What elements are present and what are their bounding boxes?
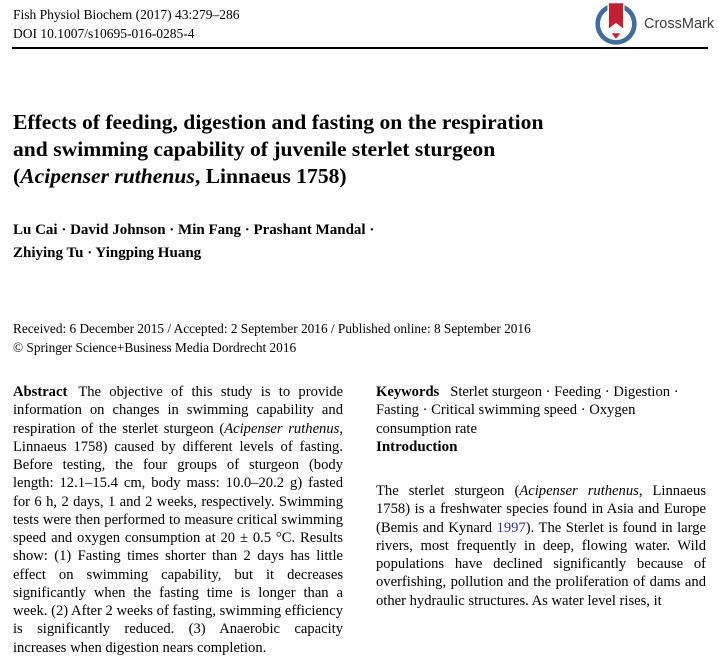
keywords-text: Sterlet sturgeon · Feeding · Digestion ·…: [376, 384, 679, 437]
left-column: Abstract The objective of this study is t…: [13, 383, 343, 657]
keywords-heading: Keywords: [376, 384, 440, 400]
introduction-text: The sterlet sturgeon (Acipenser ruthenus…: [376, 483, 706, 609]
copyright-line: © Springer Science+Business Media Dordre…: [13, 339, 297, 355]
page-header: Fish Physiol Biochem (2017) 43:279–286 D…: [13, 5, 240, 43]
crossmark-logo-icon: [594, 2, 638, 46]
citation-link[interactable]: 1997: [496, 519, 526, 536]
publication-meta: Received: 6 December 2015 / Accepted: 2 …: [13, 320, 531, 357]
author-list: Lu Cai · David Johnson · Min Fang · Pras…: [13, 222, 375, 261]
abstract-heading: Abstract: [13, 384, 68, 400]
received-line: Received: 6 December 2015 / Accepted: 2 …: [13, 321, 531, 336]
right-column: Keywords Sterlet sturgeon · Feeding · Dig…: [376, 383, 706, 657]
abstract-paragraph: Abstract The objective of this study is t…: [13, 383, 343, 657]
doi-line: DOI 10.1007/s10695-016-0285-4: [13, 26, 195, 41]
crossmark-label: CrossMark: [644, 16, 715, 32]
abstract-text: The objective of this study is to provid…: [13, 384, 343, 656]
journal-line: Fish Physiol Biochem (2017) 43:279–286: [13, 7, 240, 22]
paper-title: Effects of feeding, digestion and fastin…: [13, 110, 544, 188]
header-divider: [12, 47, 708, 49]
keywords-paragraph: Keywords Sterlet sturgeon · Feeding · Dig…: [376, 383, 706, 438]
introduction-heading: Introduction: [376, 438, 458, 455]
crossmark-badge[interactable]: CrossMark: [594, 2, 714, 46]
two-column-body: Abstract The objective of this study is t…: [13, 383, 707, 657]
